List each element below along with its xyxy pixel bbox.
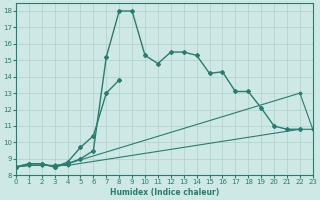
X-axis label: Humidex (Indice chaleur): Humidex (Indice chaleur)	[110, 188, 219, 197]
